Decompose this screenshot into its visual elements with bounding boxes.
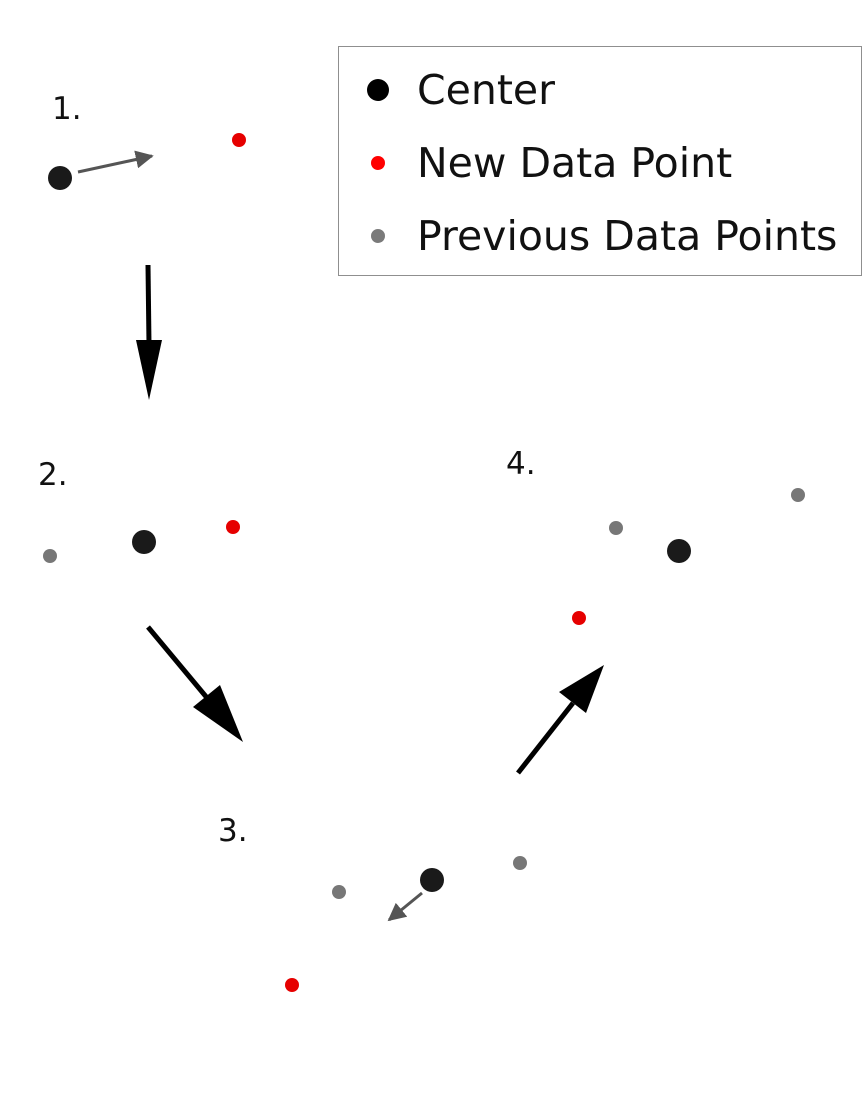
center-dot [667, 539, 691, 563]
new-data-point [226, 520, 240, 534]
panel-2 [43, 520, 240, 563]
center-update-arrow [387, 891, 423, 922]
previous-data-point [791, 488, 805, 502]
center-marker-icon [367, 79, 389, 101]
legend-entry-new-data-point: New Data Point [339, 138, 861, 188]
previous-data-point [332, 885, 346, 899]
previous-data-point [513, 856, 527, 870]
legend-label: New Data Point [417, 139, 733, 187]
center-update-arrow [77, 150, 154, 174]
legend-label: Previous Data Points [417, 212, 838, 260]
panel-3 [285, 856, 527, 992]
center-dot [420, 868, 444, 892]
new-data-point [232, 133, 246, 147]
legend-entry-center: Center [339, 65, 861, 115]
step-arrow-1-to-2 [136, 264, 162, 400]
center-dot [132, 530, 156, 554]
new-point-marker-icon [371, 156, 385, 170]
previous-data-point [43, 549, 57, 563]
legend-label: Center [417, 66, 555, 114]
panel-4 [572, 488, 805, 625]
step-label-1: 1. [52, 91, 82, 127]
step-arrow-3-to-4 [516, 665, 604, 775]
step-arrow-2-to-3 [146, 625, 243, 742]
legend: Center New Data Point Previous Data Poin… [338, 46, 862, 276]
new-data-point [285, 978, 299, 992]
previous-data-point [609, 521, 623, 535]
previous-point-marker-icon [371, 229, 385, 243]
legend-entry-previous-data-points: Previous Data Points [339, 211, 861, 261]
panel-1 [48, 133, 246, 190]
center-dot [48, 166, 72, 190]
new-data-point [572, 611, 586, 625]
step-label-2: 2. [38, 457, 68, 493]
step-label-3: 3. [218, 813, 248, 849]
step-label-4: 4. [506, 446, 536, 482]
